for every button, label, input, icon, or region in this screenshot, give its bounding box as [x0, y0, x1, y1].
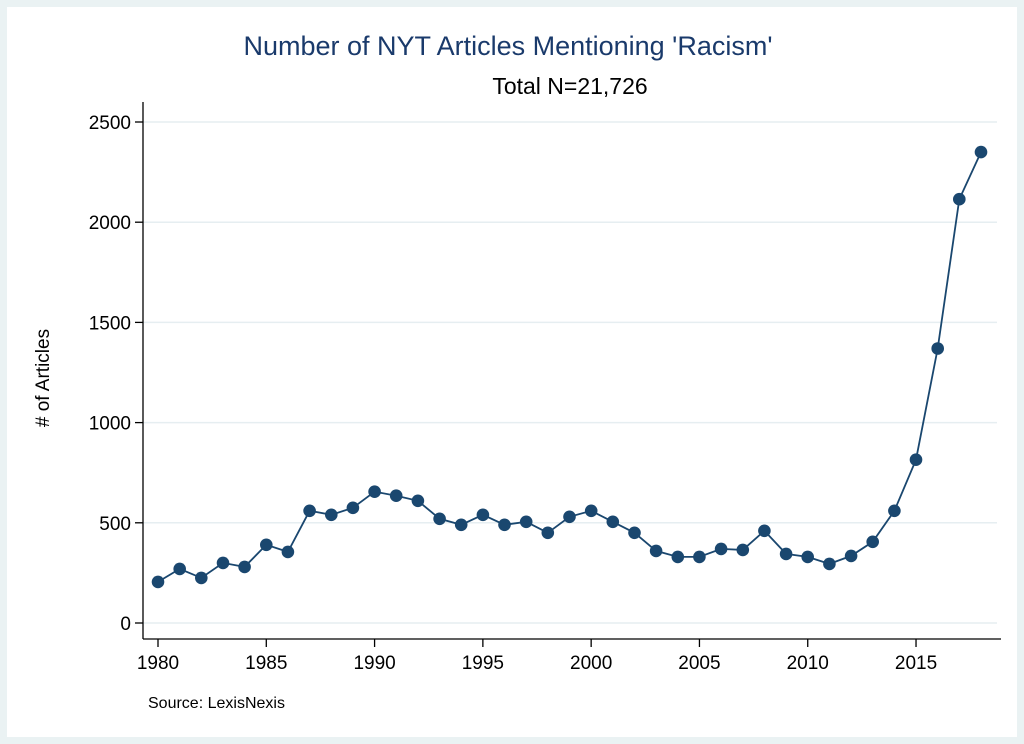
y-tick-label: 2000	[89, 213, 131, 234]
data-point	[866, 535, 879, 549]
data-point	[844, 549, 858, 563]
chart-panel: Number of NYT Articles Mentioning 'Racis…	[7, 7, 1017, 737]
data-point	[454, 518, 468, 532]
data-point	[584, 504, 598, 518]
line-chart: Number of NYT Articles Mentioning 'Racis…	[33, 31, 1001, 712]
data-point	[325, 508, 338, 522]
data-point	[628, 526, 641, 540]
data-point	[563, 510, 576, 524]
data-point	[974, 145, 988, 159]
data-point	[758, 524, 771, 538]
data-point	[693, 550, 706, 564]
y-tick-label: 0	[120, 614, 131, 635]
data-point	[931, 342, 944, 355]
data-point	[476, 508, 490, 522]
y-axis-title: # of Articles	[33, 329, 54, 427]
data-point	[519, 515, 533, 529]
chart-title: Number of NYT Articles Mentioning 'Racis…	[244, 31, 773, 61]
y-gridlines	[143, 121, 997, 624]
x-tick-label: 2005	[678, 653, 720, 674]
data-point	[801, 550, 814, 564]
data-point	[411, 494, 425, 508]
data-point	[671, 550, 685, 564]
source-note: Source: LexisNexis	[148, 695, 285, 712]
x-tick-label: 1980	[137, 653, 179, 674]
data-point	[151, 575, 165, 589]
data-point	[216, 556, 230, 570]
x-axis-ticks: 1980 1985 1990 1995 2000 2005 2010 2015	[137, 639, 937, 674]
y-axis-ticks: 0 500 1000 1500 2000 2500	[89, 113, 143, 635]
data-point	[389, 489, 403, 503]
data-point	[714, 542, 728, 556]
data-point	[823, 557, 836, 571]
data-point	[649, 544, 663, 558]
x-tick-label: 1985	[245, 653, 287, 674]
x-tick-label: 1990	[353, 653, 395, 674]
x-tick-label: 1995	[462, 653, 504, 674]
x-tick-label: 2015	[895, 653, 937, 674]
y-tick-label: 1500	[89, 313, 131, 334]
data-point	[368, 485, 381, 499]
data-point	[736, 543, 750, 557]
data-point	[541, 526, 555, 540]
data-point	[281, 545, 295, 559]
series-group	[151, 145, 988, 589]
data-point	[953, 192, 966, 206]
data-point	[195, 571, 208, 585]
data-point	[303, 504, 316, 518]
data-point	[346, 501, 360, 515]
y-tick-label: 2500	[89, 113, 131, 134]
data-point	[888, 504, 901, 518]
y-tick-label: 1000	[89, 414, 131, 435]
data-point	[433, 512, 446, 526]
data-point	[779, 547, 793, 561]
data-point	[173, 562, 186, 576]
data-point	[498, 518, 511, 532]
chart-subtitle: Total N=21,726	[492, 73, 647, 99]
x-tick-label: 2010	[787, 653, 829, 674]
data-point	[606, 515, 620, 529]
data-point	[260, 538, 273, 552]
data-point	[238, 560, 251, 574]
y-tick-label: 500	[99, 514, 131, 535]
x-tick-label: 2000	[570, 653, 612, 674]
data-point	[909, 453, 923, 467]
